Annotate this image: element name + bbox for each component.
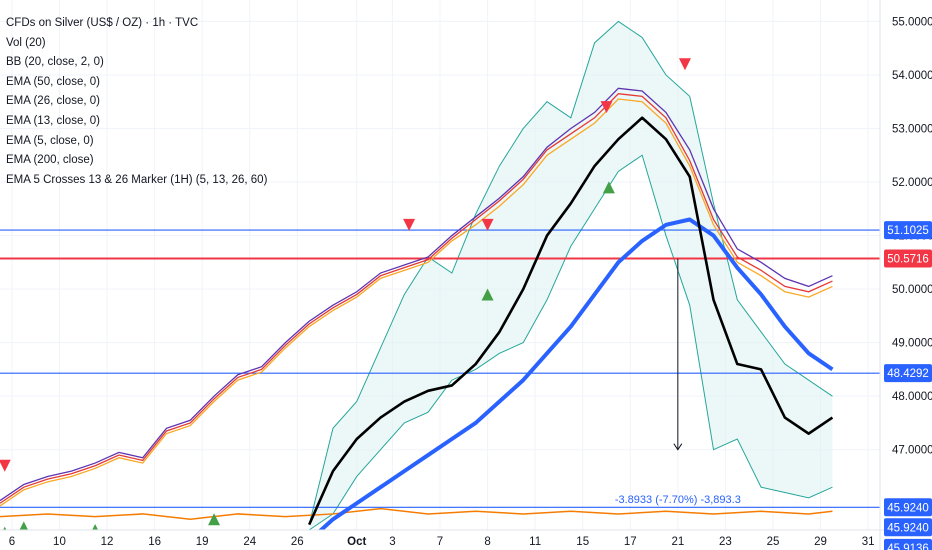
marker-down: [678, 58, 691, 71]
x-tick-label: 21: [671, 536, 684, 548]
bollinger-lower-line: [308, 154, 833, 531]
x-tick-label: 19: [196, 536, 209, 548]
x-tick-label: Oct: [347, 536, 366, 548]
x-tick-label: 24: [243, 536, 256, 548]
price-label-bg: [884, 221, 932, 240]
price-label: 45.9136: [887, 543, 929, 550]
price-label-bg: [884, 498, 932, 517]
x-tick-label: 3: [389, 536, 395, 548]
x-tick-label: 6: [9, 536, 15, 548]
marker-down: [0, 459, 11, 472]
marker-up: [602, 181, 615, 194]
ema13-line: [0, 98, 833, 507]
price-label-bg: [884, 364, 932, 383]
x-tick-label: 15: [576, 536, 589, 548]
price-label-bg: [884, 538, 932, 550]
indicator-legend: CFDs on Silver (US$ / OZ) · 1h · TVC Vol…: [6, 14, 267, 190]
price-label-bg: [884, 249, 932, 268]
x-tick-label: 25: [767, 536, 780, 548]
x-tick-label: 16: [148, 536, 161, 548]
x-tick-label: 7: [437, 536, 443, 548]
bollinger-upper-line: [308, 20, 833, 525]
x-tick-label: 31: [862, 536, 875, 548]
price-label: 45.9240: [887, 522, 929, 534]
x-tick-label: 17: [624, 536, 637, 548]
indicator-ema-cross-marker[interactable]: EMA 5 Crosses 13 & 26 Marker (1H) (5, 13…: [6, 173, 268, 186]
ema5-line: [0, 93, 833, 504]
marker-down: [600, 101, 613, 114]
y-tick-label: 48.0000: [892, 391, 932, 403]
price-axis-bg: [880, 0, 932, 550]
x-tick-label: 23: [719, 536, 732, 548]
x-tick-label: 29: [814, 536, 827, 548]
marker-down: [481, 218, 494, 231]
volume-line: [0, 507, 833, 521]
measure-label: -3.8933 (-7.70%) -3,893.3: [615, 494, 741, 506]
price-label-bg: [884, 518, 932, 537]
indicator-ema50[interactable]: EMA (50, close, 0): [6, 75, 100, 88]
y-tick-label: 47.0000: [892, 445, 932, 457]
marker-up: [208, 513, 221, 526]
y-tick-label: 54.0000: [892, 70, 932, 82]
y-tick-label: 55.0000: [892, 16, 932, 28]
ema26-line: [0, 87, 833, 502]
indicator-ema5[interactable]: EMA (5, close, 0): [6, 134, 94, 147]
price-label: 48.4292: [887, 368, 929, 380]
x-tick-label: 11: [529, 536, 541, 548]
y-tick-label: 53.0000: [892, 123, 932, 135]
x-tick-label: 12: [101, 536, 114, 548]
price-label: 45.9240: [887, 502, 929, 514]
marker-up: [481, 288, 494, 301]
ema200-line: [307, 217, 834, 543]
ema50-line: [308, 116, 834, 526]
indicator-ema26[interactable]: EMA (26, close, 0): [6, 95, 100, 108]
price-label: 51.1025: [887, 225, 929, 237]
y-tick-label: 49.0000: [892, 338, 932, 350]
indicator-vol[interactable]: Vol (20): [6, 36, 46, 49]
y-tick-label: 52.0000: [892, 177, 932, 189]
time-axis-bg: [0, 530, 932, 550]
price-label: 50.5716: [887, 253, 929, 265]
indicator-ema13[interactable]: EMA (13, close, 0): [6, 114, 100, 127]
indicator-bb[interactable]: BB (20, close, 2, 0): [6, 56, 104, 69]
measure-arrowhead: [673, 443, 683, 451]
y-tick-label: 50.0000: [892, 284, 932, 296]
indicator-ema200[interactable]: EMA (200, close): [6, 154, 94, 167]
x-tick-label: 8: [484, 536, 490, 548]
chart-title: CFDs on Silver (US$ / OZ) · 1h · TVC: [6, 17, 199, 29]
bollinger-band-fill: [309, 21, 833, 530]
x-tick-label: 26: [291, 536, 304, 548]
marker-down: [403, 218, 416, 231]
x-tick-label: 10: [53, 536, 66, 548]
